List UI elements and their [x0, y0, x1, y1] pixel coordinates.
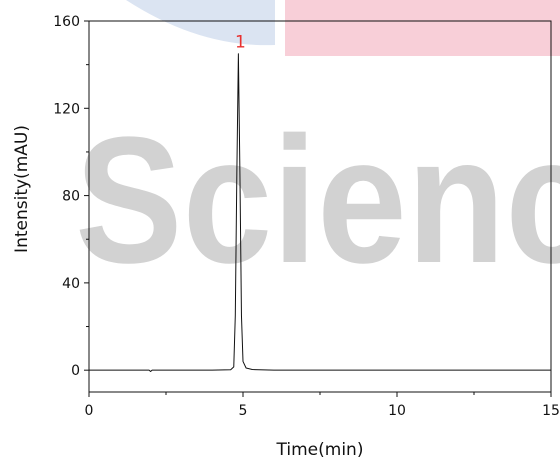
watermark-pink-block [285, 0, 560, 56]
y-tick-label-160: 160 [53, 14, 80, 30]
x-tick-label-15: 15 [542, 403, 560, 419]
x-tick-label-10: 10 [388, 403, 406, 419]
y-axis-title: Intensity(mAU) [12, 125, 32, 253]
peak-label-1: 1 [235, 33, 246, 53]
y-tick-label-40: 40 [62, 276, 80, 292]
y-tick-label-120: 120 [53, 101, 80, 117]
watermark-text: Scienc [75, 100, 560, 301]
series-layer [89, 53, 551, 372]
watermark-blue-arc [126, 0, 275, 46]
x-tick-label-5: 5 [239, 403, 248, 419]
y-tick-label-0: 0 [71, 363, 80, 379]
y-axis-ticks: 0 40 80 120 160 [53, 14, 89, 379]
series-line-0 [89, 53, 551, 372]
y-tick-label-80: 80 [62, 189, 80, 205]
x-tick-label-0: 0 [85, 403, 94, 419]
annotation-layer: 1 [235, 33, 246, 53]
watermark: Scienc [75, 0, 560, 301]
minor-ticks [86, 64, 475, 395]
x-axis-title: Time(min) [276, 440, 364, 459]
x-axis-ticks: 0 5 10 15 [85, 392, 560, 419]
